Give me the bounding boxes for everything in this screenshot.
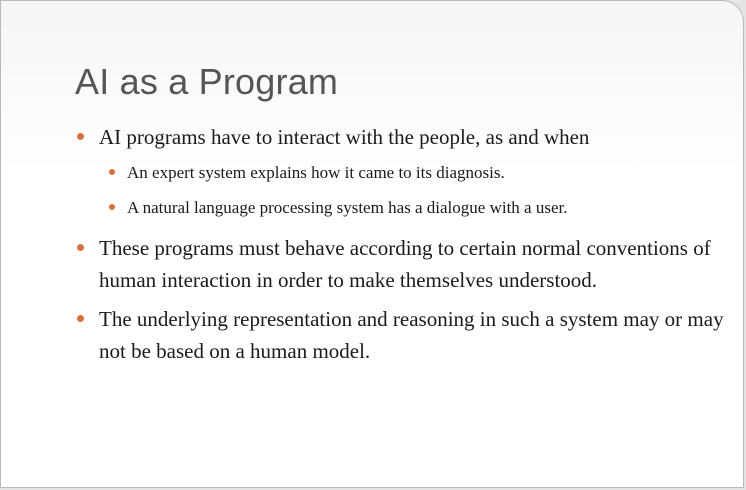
bullet-dot-icon bbox=[77, 244, 84, 251]
sub-bullet-item-2: A natural language processing system has… bbox=[105, 190, 727, 225]
bullet-list: AI programs have to interact with the pe… bbox=[77, 121, 727, 374]
slide-title: AI as a Program bbox=[75, 61, 339, 102]
bullet-item-3: The underlying representation and reason… bbox=[77, 303, 727, 367]
bullet-dot-icon bbox=[109, 204, 115, 210]
bullet-item-1: AI programs have to interact with the pe… bbox=[77, 121, 727, 225]
bullet-text: These programs must behave according to … bbox=[99, 236, 711, 292]
bullet-item-2: These programs must behave according to … bbox=[77, 232, 727, 296]
bullet-dot-icon bbox=[77, 133, 84, 140]
bullet-dot-icon bbox=[109, 169, 115, 175]
bullet-dot-icon bbox=[77, 315, 84, 322]
sub-bullet-item-1: An expert system explains how it came to… bbox=[105, 155, 727, 190]
sub-bullet-text: An expert system explains how it came to… bbox=[127, 163, 505, 182]
sub-bullet-text: A natural language processing system has… bbox=[127, 198, 568, 217]
bullet-text: AI programs have to interact with the pe… bbox=[99, 125, 590, 149]
bullet-text: The underlying representation and reason… bbox=[99, 307, 724, 363]
sub-bullet-list: An expert system explains how it came to… bbox=[99, 155, 727, 225]
